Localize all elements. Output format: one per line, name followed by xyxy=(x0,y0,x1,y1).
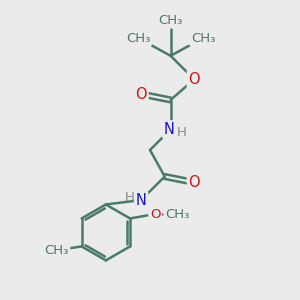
Text: CH₃: CH₃ xyxy=(165,208,189,220)
Text: CH₃: CH₃ xyxy=(126,32,150,45)
Text: O: O xyxy=(188,175,200,190)
Text: CH₃: CH₃ xyxy=(191,32,215,45)
Text: CH₃: CH₃ xyxy=(44,244,69,257)
Text: O: O xyxy=(188,72,200,87)
Text: O: O xyxy=(135,87,147,102)
Text: N: N xyxy=(136,193,147,208)
Text: CH₃: CH₃ xyxy=(158,14,183,27)
Text: N: N xyxy=(164,122,175,137)
Text: H: H xyxy=(177,126,187,139)
Text: H: H xyxy=(125,191,135,204)
Text: O: O xyxy=(150,208,160,220)
